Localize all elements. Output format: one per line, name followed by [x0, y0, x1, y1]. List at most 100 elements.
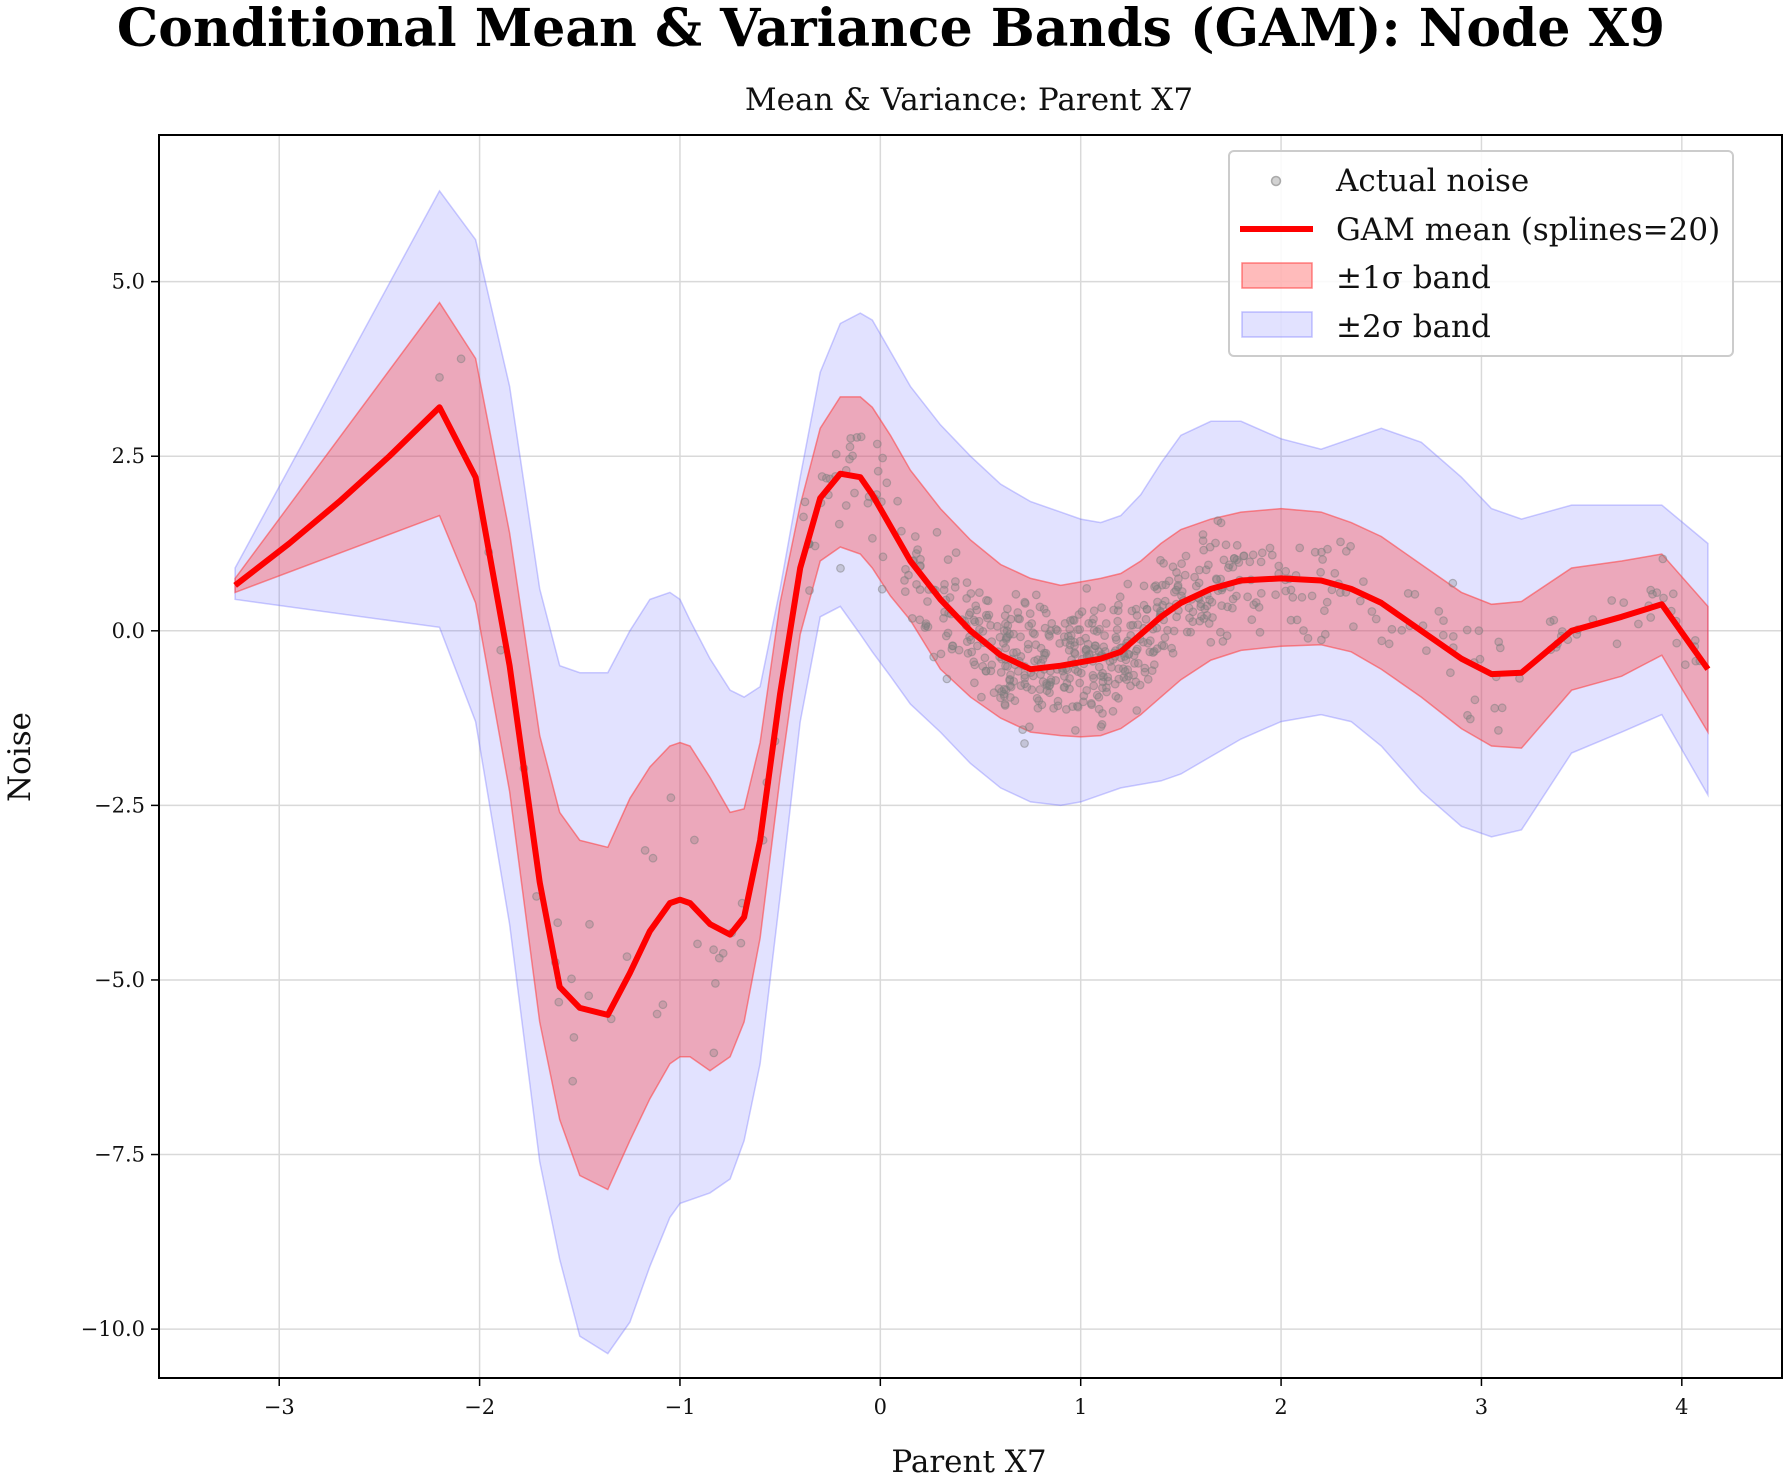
noise-point — [852, 433, 862, 442]
noise-point — [911, 549, 921, 558]
noise-point — [980, 653, 990, 663]
noise-point — [1098, 709, 1107, 718]
noise-point — [1470, 695, 1480, 705]
noise-point — [1243, 592, 1252, 602]
x-axis-label: Parent X7 — [891, 1444, 1046, 1480]
noise-point — [1307, 591, 1317, 601]
noise-point — [1303, 633, 1313, 643]
noise-point — [1110, 679, 1120, 689]
noise-point — [1001, 643, 1010, 653]
mean-lines — [233, 404, 1711, 1018]
y-tick-label: −7.5 — [94, 1143, 145, 1167]
noise-point — [1292, 615, 1302, 625]
noise-point — [965, 608, 975, 617]
noise-point — [945, 593, 955, 602]
noise-point — [805, 586, 814, 595]
noise-point — [1231, 591, 1241, 601]
noise-point — [1448, 578, 1458, 588]
band-1sigma — [234, 301, 1709, 1191]
noise-point — [1025, 609, 1035, 618]
noise-point — [1286, 585, 1296, 595]
noise-point — [1132, 706, 1142, 715]
noise-point — [940, 579, 949, 589]
noise-point — [1177, 559, 1186, 569]
noise-point — [1108, 706, 1118, 716]
noise-point — [1027, 619, 1037, 628]
noise-point — [1202, 611, 1212, 620]
noise-point — [1410, 589, 1420, 599]
noise-point — [1000, 701, 1010, 710]
noise-point — [878, 453, 887, 463]
noise-point — [1027, 685, 1037, 695]
noise-point — [850, 488, 859, 498]
noise-point — [1403, 589, 1413, 598]
noise-point — [1049, 703, 1058, 713]
noise-point — [1462, 625, 1472, 635]
noise-point — [1167, 643, 1176, 653]
noise-point — [981, 610, 991, 620]
noise-point — [1102, 687, 1111, 697]
noise-point — [1097, 603, 1106, 613]
noise-point — [1070, 649, 1080, 659]
noise-point — [817, 472, 827, 481]
noise-point — [1232, 540, 1242, 550]
noise-point — [1097, 720, 1107, 729]
x-tick-label: 0 — [874, 1395, 887, 1419]
noise-point — [948, 641, 958, 651]
noise-point — [1607, 596, 1617, 605]
y-tick-label: 5.0 — [112, 270, 145, 294]
noise-point — [1194, 565, 1204, 575]
noise-point — [1490, 703, 1500, 713]
noise-point — [714, 953, 724, 963]
noise-point — [1075, 678, 1085, 688]
legend-label-actual-noise: Actual noise — [1335, 163, 1529, 199]
noise-point — [834, 519, 844, 529]
noise-point — [877, 584, 887, 594]
bands — [234, 189, 1709, 1355]
noise-point — [1245, 557, 1255, 567]
noise-point — [910, 532, 920, 541]
noise-point — [932, 527, 942, 537]
noise-point — [1281, 566, 1291, 576]
noise-point — [1463, 710, 1472, 720]
noise-point — [995, 632, 1005, 642]
noise-point — [1168, 562, 1178, 572]
y-tick-label: −5.0 — [94, 968, 145, 992]
y-tick-label: −2.5 — [94, 793, 145, 817]
noise-point — [873, 466, 883, 476]
noise-point — [1215, 627, 1225, 637]
noise-point — [1161, 580, 1171, 590]
noise-point — [1030, 656, 1039, 666]
noise-point — [567, 974, 576, 984]
noise-point — [1256, 588, 1266, 598]
noise-point — [1065, 640, 1075, 650]
noise-point — [942, 674, 952, 684]
noise-point — [1377, 636, 1387, 646]
noise-point — [553, 918, 563, 928]
noise-point — [1274, 561, 1284, 571]
noise-point — [1060, 682, 1069, 692]
noise-point — [1316, 635, 1326, 645]
noise-point — [1096, 671, 1106, 681]
noise-point — [1089, 625, 1099, 635]
noise-point — [1015, 614, 1024, 624]
noise-point — [1046, 626, 1056, 636]
noise-point — [845, 442, 855, 452]
noise-point — [1218, 637, 1228, 646]
noise-point — [800, 497, 810, 507]
noise-point — [1041, 608, 1051, 618]
noise-point — [1182, 627, 1192, 637]
noise-point — [1387, 624, 1397, 634]
noise-point — [1336, 537, 1345, 547]
noise-point — [1267, 550, 1277, 560]
noise-point — [1439, 616, 1448, 625]
noise-point — [1497, 703, 1507, 713]
noise-point — [1223, 602, 1232, 612]
noise-point — [1034, 696, 1044, 706]
noise-point — [1216, 518, 1226, 528]
noise-point — [1089, 606, 1099, 616]
noise-point — [1163, 625, 1172, 635]
noise-point — [568, 1076, 578, 1086]
noise-point — [950, 582, 960, 592]
